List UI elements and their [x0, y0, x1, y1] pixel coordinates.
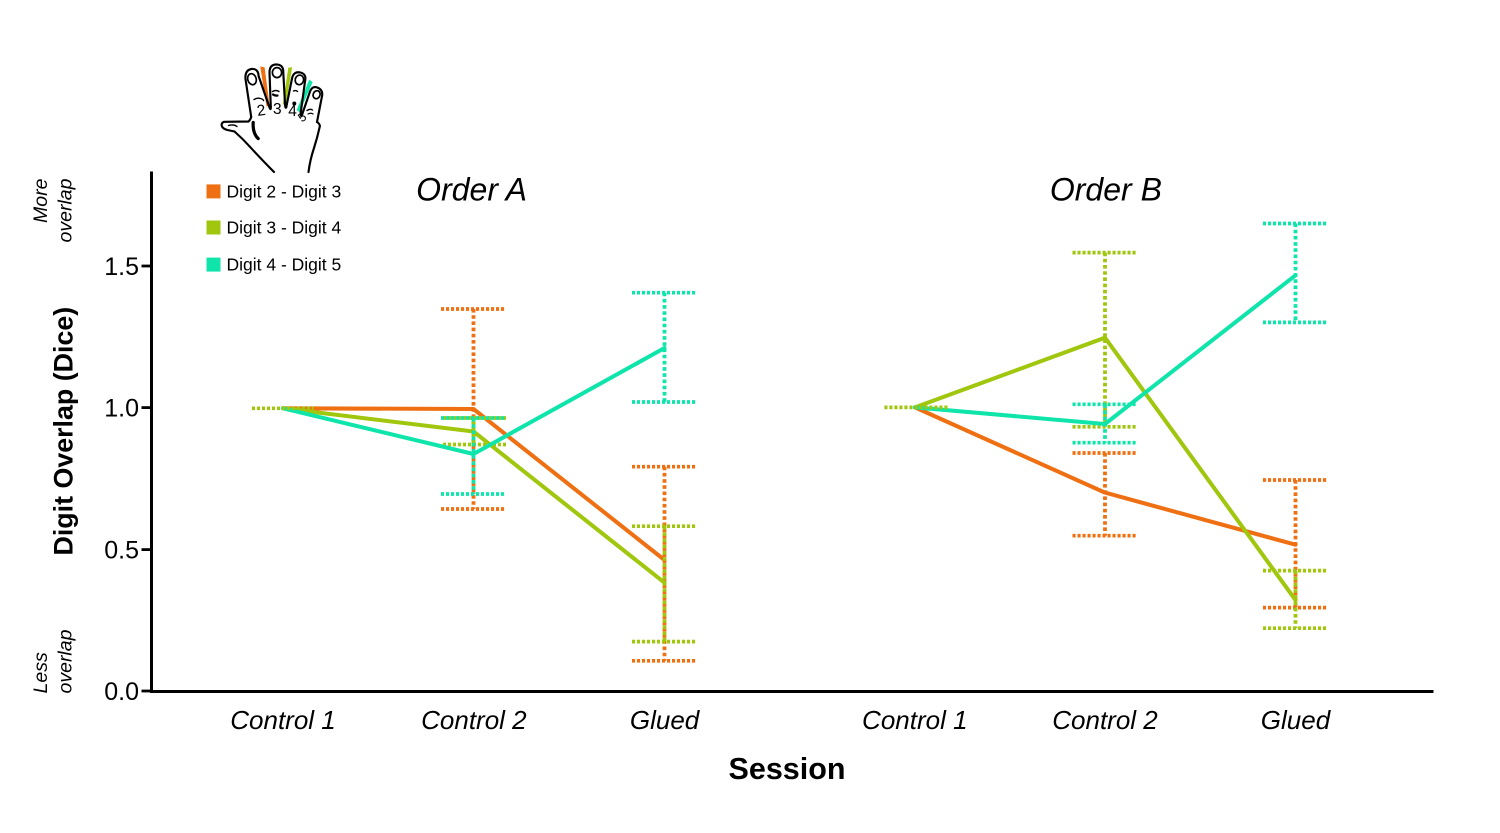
svg-text:4: 4	[288, 103, 297, 120]
svg-text:Control 1: Control 1	[862, 705, 968, 735]
svg-text:5: 5	[295, 110, 309, 125]
svg-text:Glued: Glued	[630, 705, 701, 735]
svg-text:Control 2: Control 2	[1052, 705, 1158, 735]
svg-text:1.5: 1.5	[104, 253, 139, 281]
svg-text:Control 2: Control 2	[421, 705, 527, 735]
svg-text:Order B: Order B	[1050, 172, 1162, 208]
svg-text:Digit 4 - Digit 5: Digit 4 - Digit 5	[227, 255, 342, 275]
svg-text:0.0: 0.0	[104, 678, 139, 706]
svg-text:Digit 2 - Digit 3: Digit 2 - Digit 3	[227, 181, 342, 201]
svg-text:overlap: overlap	[55, 178, 77, 242]
svg-text:Session: Session	[729, 752, 846, 786]
svg-text:Digit Overlap (Dice): Digit Overlap (Dice)	[49, 307, 79, 556]
svg-text:0.5: 0.5	[104, 537, 139, 565]
svg-text:Control 1: Control 1	[230, 705, 336, 735]
svg-text:Glued: Glued	[1261, 705, 1332, 735]
svg-text:3: 3	[273, 101, 282, 118]
svg-text:Digit 3 - Digit 4: Digit 3 - Digit 4	[227, 217, 342, 237]
svg-text:Order A: Order A	[416, 172, 527, 208]
svg-text:2: 2	[256, 102, 267, 120]
svg-text:1.0: 1.0	[104, 395, 139, 423]
svg-text:Less: Less	[30, 652, 52, 693]
svg-text:overlap: overlap	[55, 629, 77, 693]
svg-text:More: More	[30, 178, 52, 223]
